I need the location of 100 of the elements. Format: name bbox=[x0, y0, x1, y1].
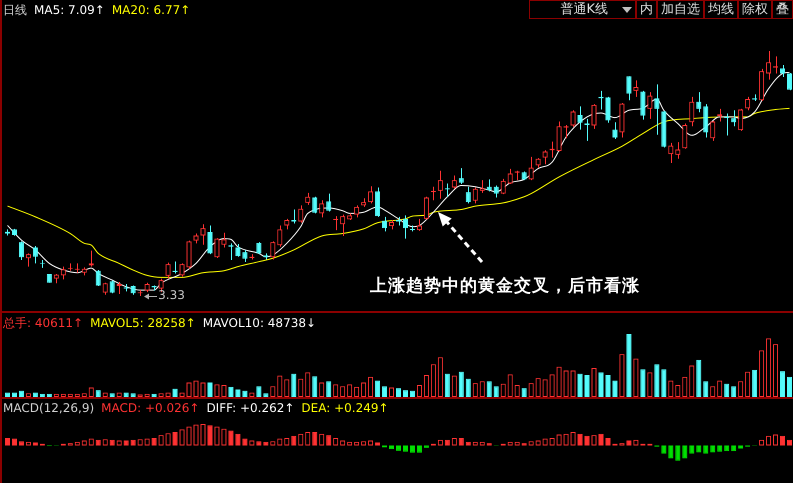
candlestick bbox=[270, 240, 276, 260]
bar bbox=[731, 386, 736, 397]
bar bbox=[494, 386, 499, 397]
candlestick bbox=[319, 200, 324, 218]
candlestick bbox=[416, 218, 422, 232]
candlestick bbox=[591, 104, 597, 130]
bar bbox=[375, 380, 380, 397]
candlestick bbox=[368, 186, 374, 204]
bar bbox=[382, 386, 388, 397]
bar bbox=[786, 376, 792, 397]
candlestick bbox=[654, 84, 660, 136]
bar bbox=[326, 381, 332, 397]
candlestick bbox=[340, 214, 346, 236]
bar bbox=[703, 381, 708, 397]
candlestick bbox=[494, 185, 499, 198]
candlestick bbox=[277, 224, 282, 248]
candlestick bbox=[682, 123, 688, 150]
bar bbox=[661, 369, 666, 397]
candlestick bbox=[291, 209, 296, 224]
candlestick bbox=[96, 270, 101, 286]
text: MA5: 7.09↑ bbox=[34, 3, 105, 17]
bar bbox=[458, 372, 464, 397]
candlestick bbox=[256, 242, 262, 255]
bar bbox=[682, 446, 688, 458]
candlestick bbox=[633, 80, 638, 98]
candlestick bbox=[18, 240, 24, 260]
candlestick bbox=[738, 108, 744, 132]
candlestick bbox=[647, 92, 652, 120]
text: DIFF: +0.262↑ bbox=[206, 401, 294, 415]
candlestick bbox=[166, 262, 171, 280]
bar bbox=[235, 434, 240, 446]
bar bbox=[207, 425, 212, 446]
candlestick bbox=[780, 64, 786, 78]
candlestick bbox=[26, 252, 31, 268]
text: 加自选 bbox=[661, 1, 700, 18]
bar bbox=[654, 364, 660, 397]
text: 叠 bbox=[776, 1, 789, 18]
candlestick bbox=[60, 266, 66, 280]
bar bbox=[444, 374, 450, 397]
bar bbox=[675, 446, 680, 461]
candlestick bbox=[528, 156, 534, 181]
bar bbox=[780, 371, 786, 397]
bar bbox=[312, 376, 318, 397]
candlestick bbox=[438, 170, 443, 200]
bar bbox=[724, 384, 730, 397]
chart-title: 日线 bbox=[3, 3, 27, 17]
candlestick bbox=[710, 120, 716, 142]
bar bbox=[326, 435, 332, 446]
candlestick bbox=[54, 273, 59, 284]
candlestick bbox=[235, 244, 240, 258]
candlestick bbox=[578, 106, 583, 130]
candlestick bbox=[766, 50, 772, 80]
candlestick bbox=[731, 110, 736, 127]
candlestick bbox=[221, 232, 226, 248]
candlestick bbox=[389, 220, 394, 230]
annotation: 3.33 bbox=[158, 288, 185, 302]
candlestick bbox=[102, 282, 108, 296]
bar bbox=[640, 369, 646, 397]
candlestick bbox=[675, 142, 680, 160]
bar bbox=[696, 360, 702, 397]
text: 除权 bbox=[742, 1, 768, 18]
bar bbox=[578, 434, 583, 446]
candlestick bbox=[214, 238, 220, 259]
candlestick bbox=[180, 262, 185, 278]
text: MACD: +0.026↑ bbox=[101, 401, 200, 415]
candlestick bbox=[542, 150, 548, 165]
candlestick bbox=[458, 168, 464, 185]
bar bbox=[668, 446, 674, 458]
bar bbox=[291, 436, 296, 446]
candlestick bbox=[500, 178, 506, 195]
candlestick bbox=[305, 192, 310, 206]
bar bbox=[522, 388, 527, 397]
candlestick bbox=[536, 158, 541, 168]
bar bbox=[172, 432, 178, 446]
candlestick bbox=[312, 196, 318, 214]
candlestick bbox=[116, 282, 122, 295]
bar bbox=[598, 372, 604, 397]
candlestick bbox=[375, 186, 380, 218]
text: DEA: +0.249↑ bbox=[301, 401, 389, 415]
candlestick bbox=[584, 118, 590, 142]
candlestick bbox=[668, 142, 674, 164]
bar bbox=[752, 370, 758, 397]
candlestick bbox=[110, 280, 115, 294]
bar bbox=[207, 382, 212, 397]
bar bbox=[612, 380, 618, 397]
bar bbox=[486, 381, 492, 397]
candlestick bbox=[242, 249, 248, 262]
candlestick bbox=[486, 178, 492, 192]
text: MACD(12,26,9) bbox=[3, 401, 94, 415]
bar bbox=[466, 378, 471, 397]
text: 内 bbox=[640, 1, 653, 18]
candlestick bbox=[786, 72, 792, 91]
bar bbox=[578, 374, 583, 397]
candlestick bbox=[326, 193, 332, 212]
candlestick bbox=[626, 76, 632, 101]
candlestick bbox=[480, 180, 485, 194]
candlestick bbox=[703, 104, 708, 138]
bar bbox=[584, 374, 590, 397]
candlestick bbox=[466, 186, 471, 204]
candlestick bbox=[32, 246, 38, 264]
